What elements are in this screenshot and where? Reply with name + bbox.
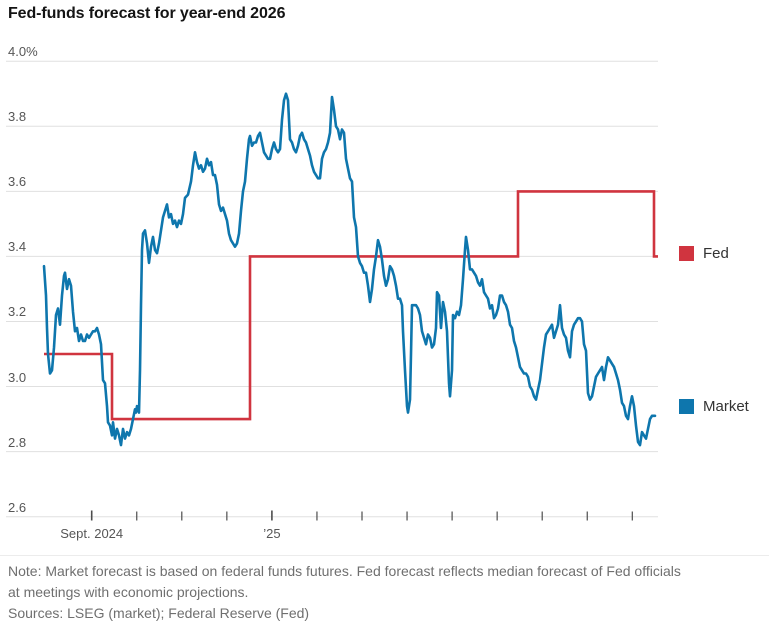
chart-title: Fed-funds forecast for year-end 2026	[8, 5, 286, 22]
note-line-1: Note: Market forecast is based on federa…	[8, 563, 681, 579]
y-axis-label: 2.8	[8, 434, 27, 450]
legend-market: Market	[679, 398, 749, 415]
legend-fed-label: Fed	[703, 245, 729, 262]
y-axis-label: 2.6	[8, 499, 27, 515]
y-axis-label: 3.4	[8, 239, 27, 255]
chart-plot-canvas	[6, 60, 658, 521]
x-axis-label: ’25	[263, 526, 281, 541]
y-axis-label: 4.0%	[8, 44, 38, 60]
fed-series-line	[44, 190, 658, 421]
x-axis-label: Sept. 2024	[60, 526, 124, 541]
sources-line: Sources: LSEG (market); Federal Reserve …	[8, 605, 310, 621]
fed-legend-swatch-icon	[679, 246, 694, 261]
y-axis-label: 3.8	[8, 109, 27, 125]
legend-fed: Fed	[679, 245, 729, 262]
y-axis-label: 3.2	[8, 304, 27, 320]
market-legend-swatch-icon	[679, 399, 694, 414]
y-axis-label: 3.6	[8, 174, 27, 190]
market-series-line	[42, 92, 657, 447]
y-axis-label: 3.0	[8, 369, 27, 385]
footnote-block: Note: Market forecast is based on federa…	[0, 555, 769, 624]
note-line-2: at meetings with economic projections.	[8, 584, 249, 600]
legend-market-label: Market	[703, 398, 749, 415]
